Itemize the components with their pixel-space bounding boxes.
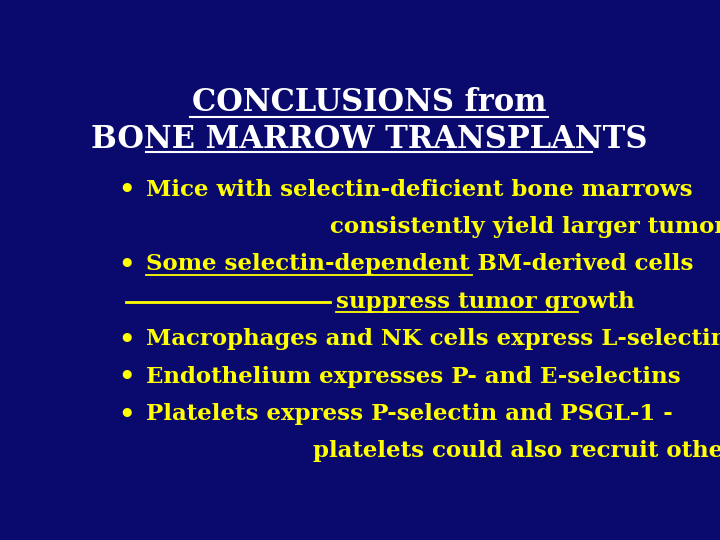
Text: Platelets express P-selectin and PSGL-1 -: Platelets express P-selectin and PSGL-1 …	[145, 403, 672, 425]
Text: BONE MARROW TRANSPLANTS: BONE MARROW TRANSPLANTS	[91, 124, 647, 155]
Text: consistently yield larger tumors: consistently yield larger tumors	[330, 216, 720, 238]
Text: •: •	[118, 327, 135, 352]
Text: platelets could also recruit other cell types: platelets could also recruit other cell …	[313, 441, 720, 462]
Text: Endothelium expresses P- and E-selectins: Endothelium expresses P- and E-selectins	[145, 366, 680, 388]
Text: •: •	[118, 252, 135, 277]
Text: Some selectin-dependent BM-derived cells: Some selectin-dependent BM-derived cells	[145, 253, 693, 275]
Text: Mice with selectin-deficient bone marrows: Mice with selectin-deficient bone marrow…	[145, 179, 693, 200]
Text: Macrophages and NK cells express L-selectin and PSGL-1: Macrophages and NK cells express L-selec…	[145, 328, 720, 350]
Text: •: •	[118, 402, 135, 427]
Text: CONCLUSIONS from: CONCLUSIONS from	[192, 87, 546, 118]
Text: •: •	[118, 177, 135, 202]
Text: suppress tumor growth: suppress tumor growth	[336, 291, 634, 313]
Text: •: •	[118, 364, 135, 389]
